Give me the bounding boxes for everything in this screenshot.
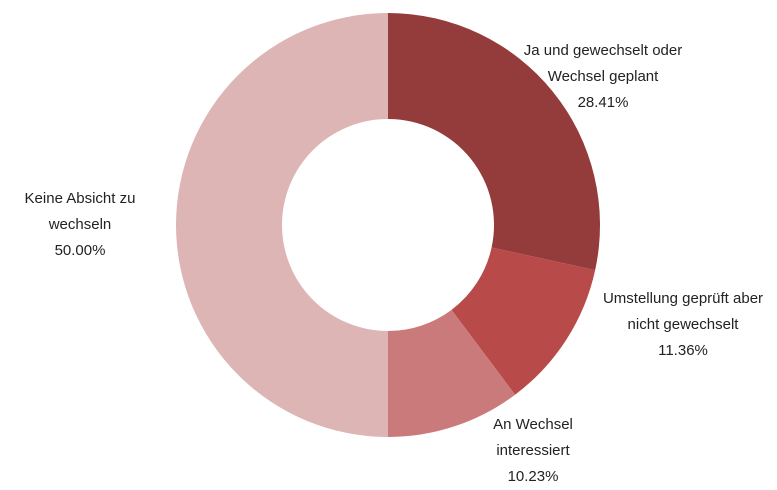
category-label: An Wechsel interessiert bbox=[493, 416, 573, 459]
donut-segment bbox=[388, 13, 600, 271]
segment-label: Umstellung geprüft aber nicht gewechselt… bbox=[598, 286, 768, 364]
donut-segment bbox=[176, 13, 388, 437]
donut-segment bbox=[451, 247, 596, 395]
donut-segment bbox=[388, 309, 516, 437]
value-label: 28.41% bbox=[577, 94, 629, 111]
segment-label: Ja und gewechselt oder Wechsel geplant 28… bbox=[523, 38, 683, 116]
value-label: 50.00% bbox=[54, 242, 106, 259]
segment-label: An Wechsel interessiert 10.23% bbox=[478, 412, 588, 490]
segment-label: Keine Absicht zu wechseln 50.00% bbox=[5, 186, 155, 264]
value-label: 10.23% bbox=[507, 468, 559, 485]
category-label: Umstellung geprüft aber nicht gewechselt bbox=[602, 290, 764, 333]
category-label: Keine Absicht zu wechseln bbox=[24, 190, 136, 233]
category-label: Ja und gewechselt oder Wechsel geplant bbox=[523, 42, 683, 85]
value-label: 11.36% bbox=[658, 342, 708, 359]
